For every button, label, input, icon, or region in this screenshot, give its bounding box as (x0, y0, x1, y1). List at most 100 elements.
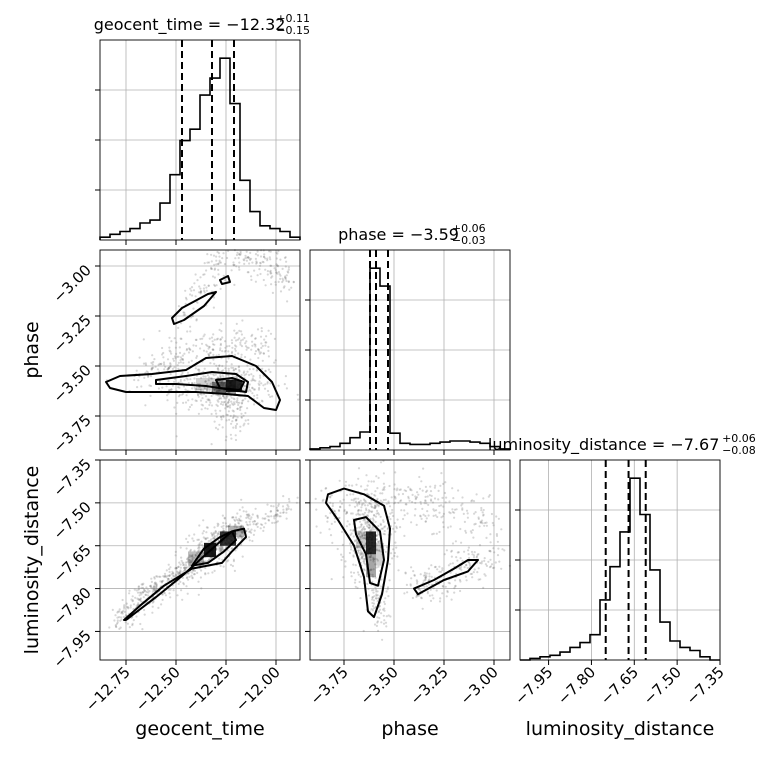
scatter-point (235, 427, 237, 429)
scatter-point (471, 573, 473, 575)
scatter-point (193, 282, 195, 284)
scatter-point (237, 416, 239, 418)
scatter-point (416, 582, 418, 584)
scatter-point (410, 521, 412, 523)
scatter-point (374, 495, 376, 497)
scatter-point (276, 253, 278, 255)
scatter-point (476, 571, 478, 573)
scatter-point (162, 356, 164, 358)
scatter-point (210, 352, 212, 354)
scatter-point (480, 507, 482, 509)
scatter-point (375, 590, 377, 592)
scatter-point (353, 498, 355, 500)
scatter-point (443, 513, 445, 515)
scatter-point (211, 443, 213, 445)
scatter-point (461, 507, 463, 509)
scatter-point (227, 350, 229, 352)
scatter-point (350, 512, 352, 514)
scatter-point (228, 357, 230, 359)
scatter-point (214, 570, 216, 572)
scatter-point (185, 538, 187, 540)
scatter-point (422, 468, 424, 470)
scatter-point (473, 513, 475, 515)
scatter-point (254, 530, 256, 532)
scatter-point (210, 254, 212, 256)
scatter-point (424, 500, 426, 502)
scatter-point (270, 511, 272, 513)
scatter-point (169, 365, 171, 367)
scatter-point (444, 481, 446, 483)
scatter-point (235, 439, 237, 441)
scatter-point (191, 382, 193, 384)
scatter-point (372, 605, 374, 607)
scatter-point (497, 541, 499, 543)
scatter-point (241, 354, 243, 356)
scatter-point (422, 490, 424, 492)
scatter-point (357, 478, 359, 480)
scatter-point (388, 614, 390, 616)
scatter-point (287, 271, 289, 273)
scatter-point (405, 503, 407, 505)
scatter-point (453, 592, 455, 594)
scatter-point (230, 438, 232, 440)
scatter-point (426, 510, 428, 512)
scatter-point (389, 563, 391, 565)
scatter-point (144, 614, 146, 616)
scatter-point (263, 279, 265, 281)
scatter-point (442, 506, 444, 508)
scatter-point (158, 330, 160, 332)
scatter-point (181, 599, 183, 601)
scatter-point (181, 394, 183, 396)
scatter-point (259, 273, 261, 275)
scatter-point (165, 594, 167, 596)
scatter-point (182, 355, 184, 357)
scatter-point (138, 586, 140, 588)
scatter-point (230, 367, 232, 369)
scatter-point (235, 516, 237, 518)
scatter-point (371, 602, 373, 604)
scatter-point (143, 609, 145, 611)
scatter-point (353, 556, 355, 558)
scatter-point (383, 483, 385, 485)
scatter-point (236, 332, 238, 334)
scatter-point (236, 252, 238, 254)
scatter-point (220, 403, 222, 405)
scatter-point (490, 541, 492, 543)
scatter-point (249, 518, 251, 520)
scatter-point (198, 539, 200, 541)
scatter-point (211, 260, 213, 262)
scatter-point (394, 522, 396, 524)
scatter-point (325, 488, 327, 490)
scatter-point (250, 529, 252, 531)
scatter-point (345, 481, 347, 483)
scatter-point (254, 380, 256, 382)
scatter-point (427, 495, 429, 497)
scatter-point (179, 394, 181, 396)
scatter-point (168, 568, 170, 570)
scatter-point (383, 619, 385, 621)
scatter-point (251, 262, 253, 264)
scatter-point (262, 530, 264, 532)
scatter-point (433, 587, 435, 589)
scatter-point (143, 596, 145, 598)
scatter-point (161, 580, 163, 582)
scatter-point (225, 522, 227, 524)
scatter-point (403, 509, 405, 511)
scatter-point (270, 515, 272, 517)
scatter-point (204, 407, 206, 409)
scatter-point (180, 589, 182, 591)
scatter-point (120, 616, 122, 618)
scatter-point (244, 356, 246, 358)
scatter-point (257, 250, 259, 252)
scatter-point (143, 338, 145, 340)
scatter-point (239, 426, 241, 428)
scatter-point (250, 279, 252, 281)
scatter-point (455, 540, 457, 542)
scatter-point (262, 345, 264, 347)
scatter-point (179, 346, 181, 348)
scatter-point (198, 285, 200, 287)
scatter-point (240, 515, 242, 517)
scatter-point (129, 626, 131, 628)
scatter-point (465, 564, 467, 566)
scatter-point (153, 358, 155, 360)
